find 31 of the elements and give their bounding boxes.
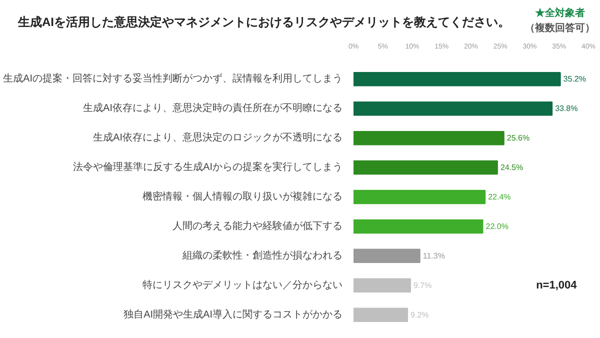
y-tick-label: 生成AI依存により、意思決定時の責任所在が不明瞭になる (83, 102, 343, 114)
bar (354, 308, 408, 322)
y-tick-label: 独自AI開発や生成AI導入に関するコストがかかる (124, 308, 343, 320)
y-tick-label: 機密情報・個人情報の取り扱いが複雑になる (142, 190, 342, 202)
data-label: 9.7% (413, 280, 432, 290)
data-label: 25.6% (506, 134, 530, 143)
y-tick-label: 生成AIの提案・回答に対する妥当性判断がつかず、誤情報を利用してしまう (3, 72, 343, 85)
y-tick-label: 特にリスクやデメリットはない／分からない (142, 278, 342, 291)
chart-title: 生成AIを活用した意思決定やマネジメントにおけるリスクやデメリットを教えてください。 (18, 14, 510, 31)
bar (354, 102, 553, 116)
bar (354, 248, 420, 264)
bar (354, 278, 411, 292)
bar (354, 130, 504, 146)
bar (354, 219, 484, 234)
data-label: 35.2% (563, 74, 586, 84)
bar (354, 160, 498, 175)
annotation: n=1,004 (536, 279, 578, 292)
data-label: 11.3% (422, 251, 445, 260)
y-tick-label: 生成AI依存により、意思決定のロジックが不透明になる (93, 132, 343, 144)
bar (354, 72, 561, 86)
bar (354, 190, 486, 204)
data-label: 33.8% (555, 104, 578, 114)
y-tick-label: 人間の考える能力や経験値が低下する (172, 220, 342, 232)
y-tick-label: 組織の柔軟性・創造性が損なわれる (182, 249, 342, 262)
data-label: 22.4% (488, 192, 511, 202)
text: （複数回答可） (525, 22, 595, 35)
data-label: 24.5% (500, 163, 524, 172)
data-label: 22.0% (486, 222, 508, 231)
text: ★全対象者 (534, 6, 586, 20)
y-tick-label: 法令や倫理基準に反する生成AIからの提案を実行してしまう (73, 161, 343, 174)
data-label: 9.2% (410, 310, 429, 320)
